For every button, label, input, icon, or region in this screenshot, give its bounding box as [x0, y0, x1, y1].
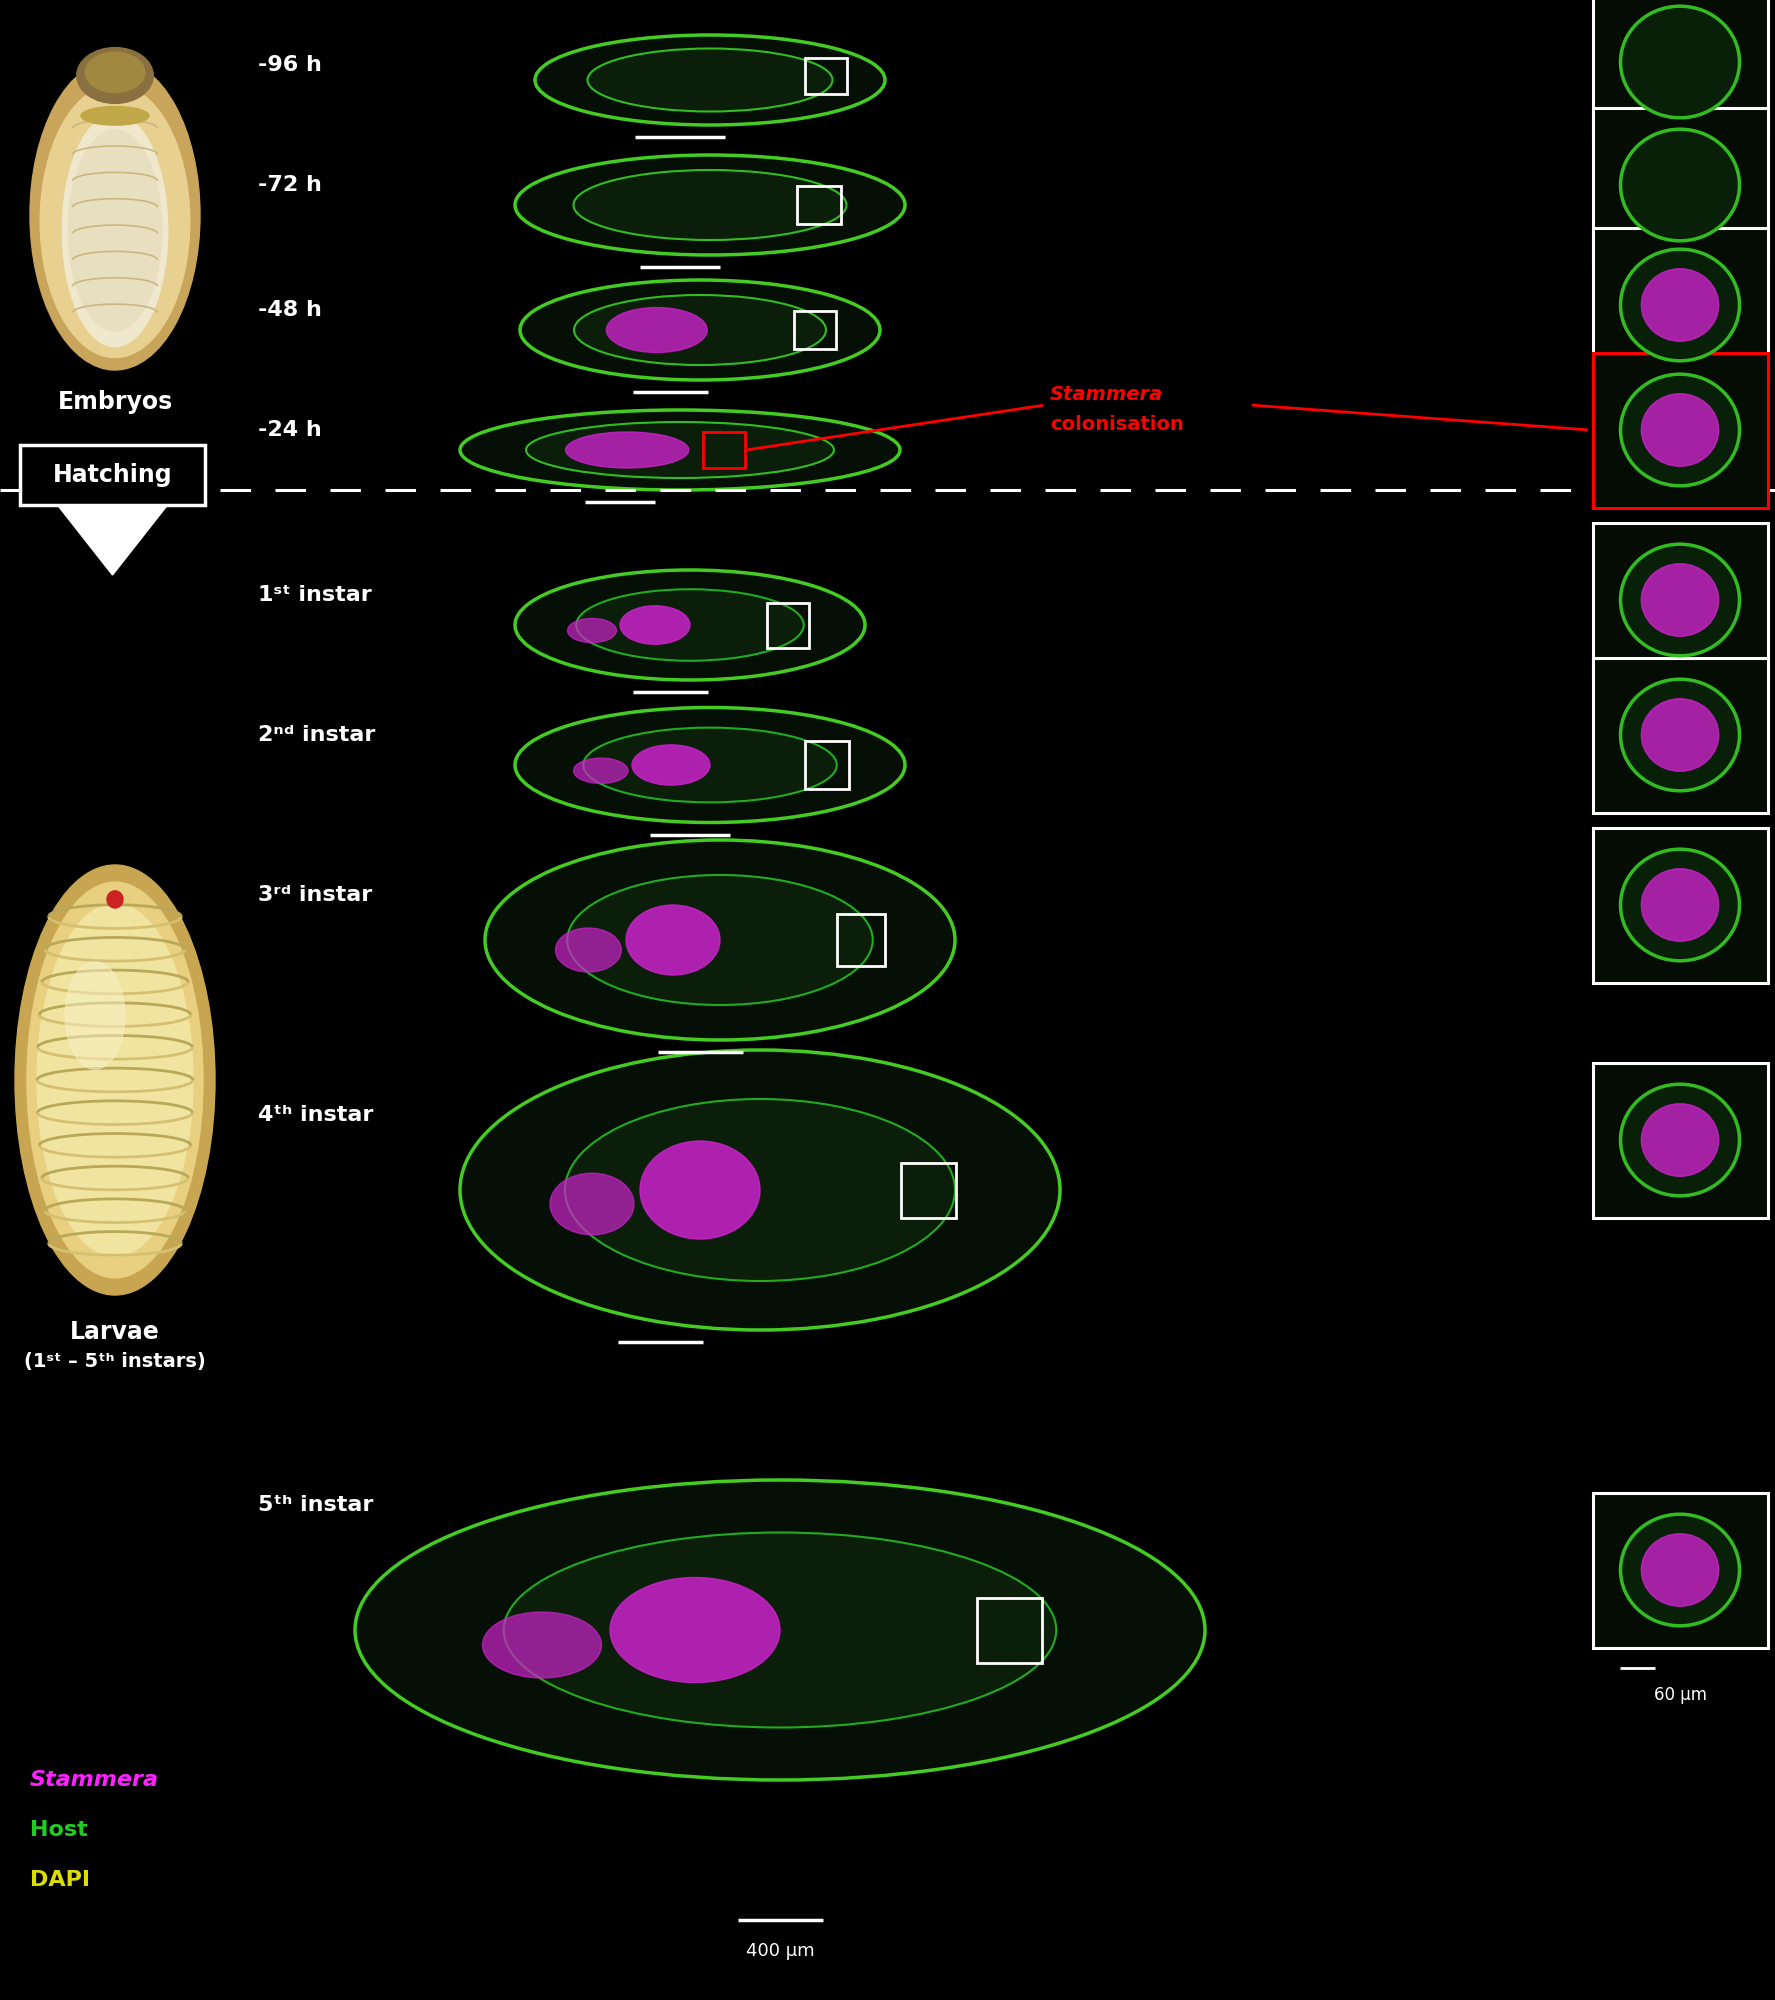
Ellipse shape: [577, 590, 804, 660]
Ellipse shape: [1621, 544, 1740, 656]
Ellipse shape: [85, 52, 146, 92]
Ellipse shape: [515, 570, 864, 680]
Text: colonisation: colonisation: [1051, 416, 1184, 434]
Text: Host: Host: [30, 1820, 87, 1840]
Ellipse shape: [76, 48, 153, 104]
Ellipse shape: [1642, 1104, 1718, 1176]
Polygon shape: [57, 504, 167, 576]
Ellipse shape: [37, 904, 193, 1256]
Text: -24 h: -24 h: [257, 420, 321, 440]
Bar: [20, 446, 204, 504]
Ellipse shape: [1642, 1534, 1718, 1606]
Ellipse shape: [1621, 850, 1740, 960]
Ellipse shape: [30, 60, 201, 370]
Ellipse shape: [566, 432, 689, 468]
Text: 4ᵗʰ instar: 4ᵗʰ instar: [257, 1104, 373, 1124]
Ellipse shape: [573, 294, 825, 364]
Ellipse shape: [619, 606, 690, 644]
Ellipse shape: [485, 840, 955, 1040]
Text: Embryos: Embryos: [57, 390, 172, 414]
Bar: [1592, 522, 1768, 678]
Bar: [1592, 1062, 1768, 1218]
Bar: [1592, 828, 1768, 982]
Bar: [797, 186, 841, 224]
Bar: [1592, 658, 1768, 812]
Bar: [1592, 228, 1768, 382]
Ellipse shape: [568, 876, 873, 1004]
Ellipse shape: [1621, 374, 1740, 486]
Ellipse shape: [14, 864, 215, 1296]
Text: (1ˢᵗ – 5ᵗʰ instars): (1ˢᵗ – 5ᵗʰ instars): [25, 1352, 206, 1372]
Ellipse shape: [41, 84, 190, 358]
Ellipse shape: [504, 1532, 1056, 1728]
Text: Stammera: Stammera: [1051, 386, 1163, 404]
Ellipse shape: [627, 904, 721, 976]
Text: 2ⁿᵈ instar: 2ⁿᵈ instar: [257, 724, 375, 744]
Ellipse shape: [67, 130, 162, 332]
Text: Hatching: Hatching: [53, 464, 172, 486]
Ellipse shape: [641, 1140, 760, 1238]
Ellipse shape: [460, 1050, 1060, 1330]
Text: -48 h: -48 h: [257, 300, 321, 320]
Ellipse shape: [66, 962, 124, 1070]
Ellipse shape: [1621, 6, 1740, 118]
Bar: [1592, 0, 1768, 140]
Ellipse shape: [573, 758, 628, 784]
Ellipse shape: [564, 1100, 955, 1282]
Ellipse shape: [632, 744, 710, 786]
Ellipse shape: [1642, 868, 1718, 942]
Ellipse shape: [550, 1174, 634, 1234]
Ellipse shape: [1642, 394, 1718, 466]
Ellipse shape: [568, 618, 616, 642]
Ellipse shape: [534, 34, 886, 124]
Text: 3ʳᵈ instar: 3ʳᵈ instar: [257, 884, 373, 904]
Ellipse shape: [515, 708, 905, 822]
Bar: [1592, 352, 1768, 508]
Ellipse shape: [1642, 268, 1718, 342]
Text: Larvae: Larvae: [71, 1320, 160, 1344]
Ellipse shape: [611, 1578, 779, 1682]
Ellipse shape: [1621, 130, 1740, 240]
Bar: [900, 1162, 955, 1218]
Ellipse shape: [82, 106, 149, 126]
Text: Stammera: Stammera: [30, 1770, 160, 1790]
Text: DAPI: DAPI: [30, 1870, 91, 1890]
Text: -72 h: -72 h: [257, 176, 321, 196]
Bar: [793, 310, 836, 348]
Ellipse shape: [520, 280, 880, 380]
Text: 5ᵗʰ instar: 5ᵗʰ instar: [257, 1496, 373, 1516]
Bar: [804, 58, 847, 94]
Bar: [767, 602, 809, 648]
Ellipse shape: [515, 156, 905, 254]
Ellipse shape: [1621, 250, 1740, 360]
Ellipse shape: [483, 1612, 602, 1678]
Ellipse shape: [106, 890, 122, 908]
Ellipse shape: [588, 48, 832, 112]
Text: 60 μm: 60 μm: [1654, 1686, 1706, 1704]
Bar: [1592, 108, 1768, 262]
Ellipse shape: [1621, 1514, 1740, 1626]
Bar: [976, 1598, 1042, 1662]
Ellipse shape: [62, 114, 167, 346]
Bar: [838, 914, 886, 966]
Bar: [1592, 1492, 1768, 1648]
Ellipse shape: [1642, 564, 1718, 636]
Ellipse shape: [355, 1480, 1205, 1780]
Ellipse shape: [556, 928, 621, 972]
Ellipse shape: [460, 410, 900, 490]
Ellipse shape: [27, 882, 202, 1278]
Ellipse shape: [1642, 698, 1718, 772]
Bar: [806, 740, 848, 788]
Ellipse shape: [1621, 680, 1740, 790]
Text: -96 h: -96 h: [257, 54, 321, 74]
Ellipse shape: [525, 422, 834, 478]
Ellipse shape: [573, 170, 847, 240]
Ellipse shape: [584, 728, 836, 802]
Ellipse shape: [607, 308, 706, 352]
Text: 1ˢᵗ instar: 1ˢᵗ instar: [257, 584, 371, 604]
Text: 400 μm: 400 μm: [746, 1942, 815, 1960]
Bar: [703, 432, 745, 468]
Ellipse shape: [1621, 1084, 1740, 1196]
